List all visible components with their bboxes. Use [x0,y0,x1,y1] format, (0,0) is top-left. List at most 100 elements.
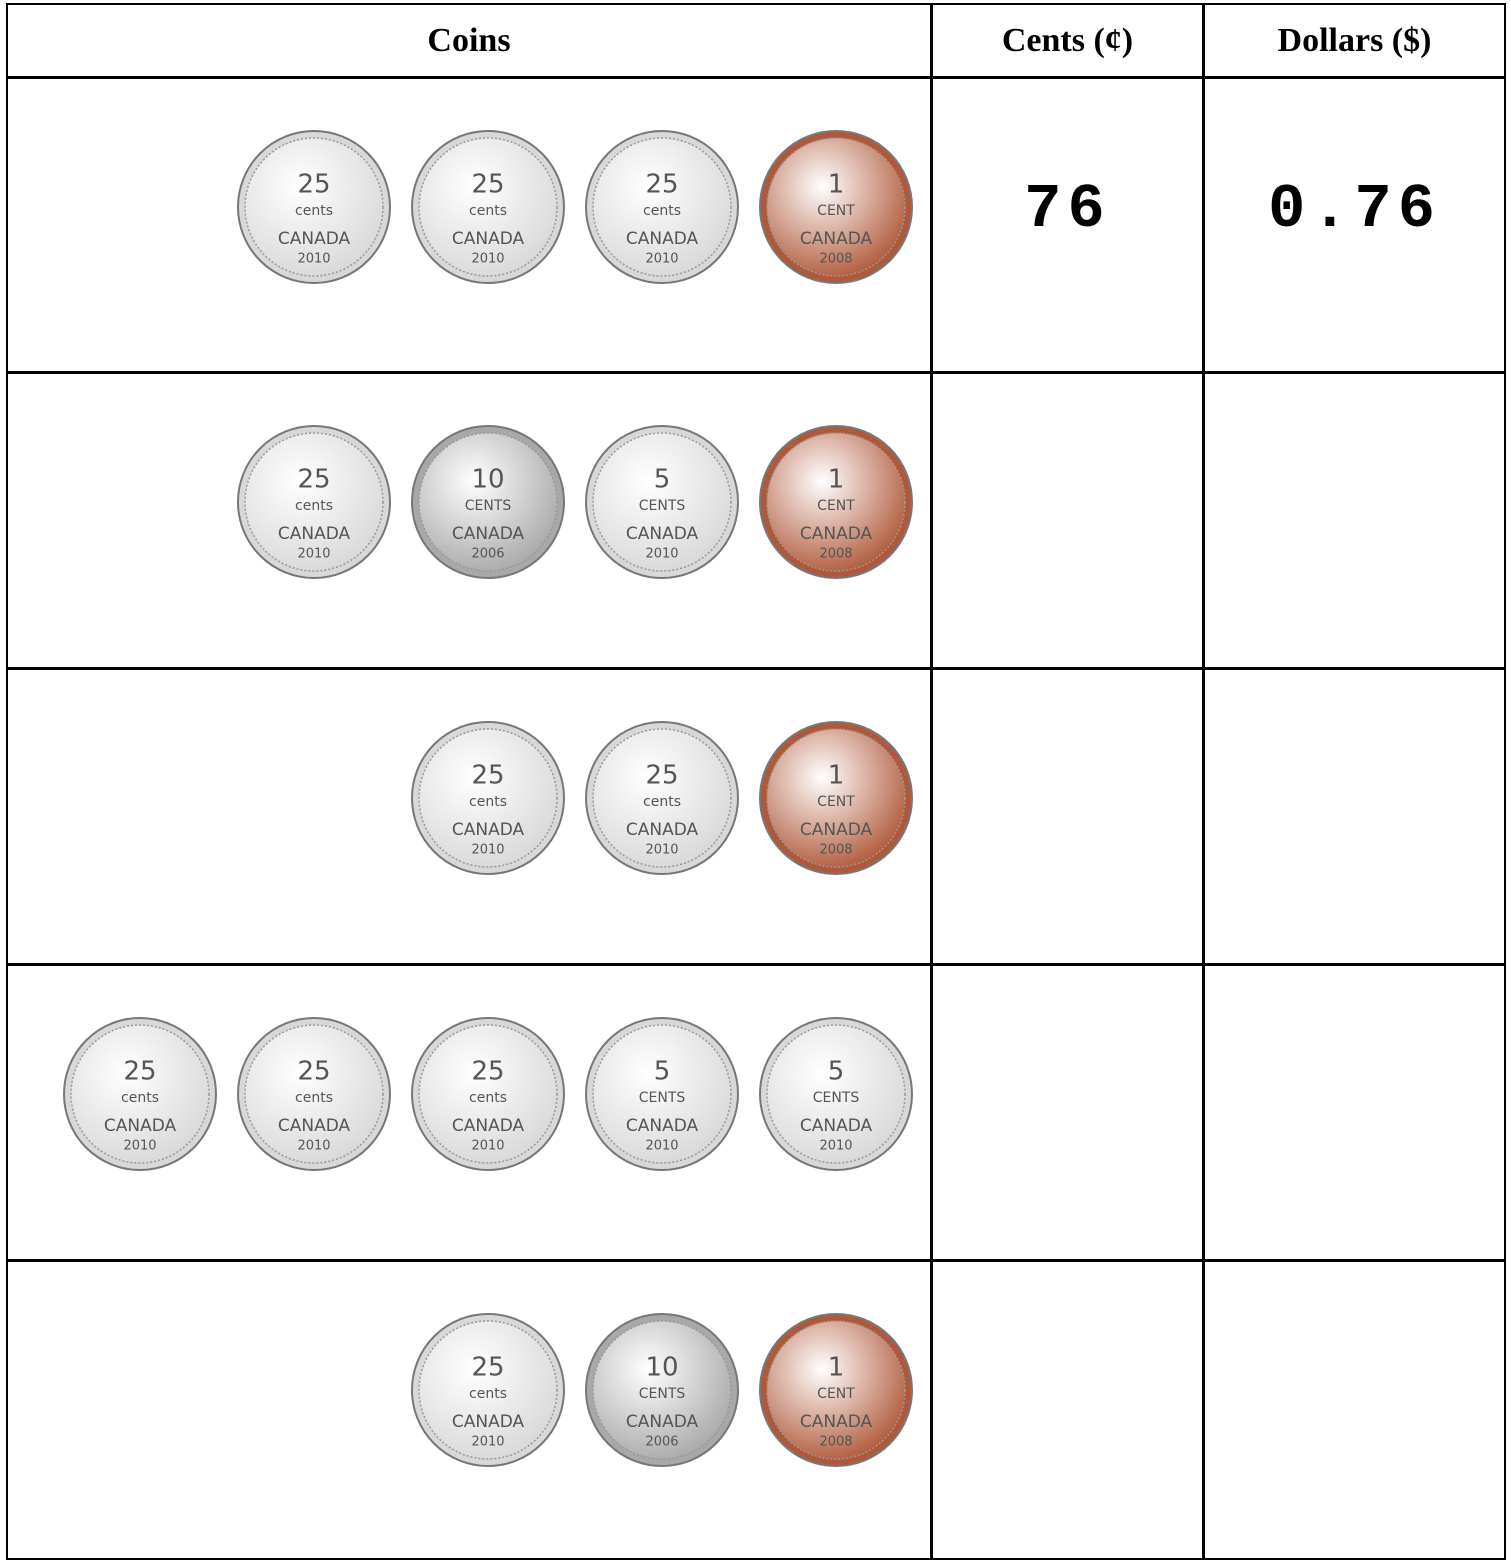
coins-cell: 25 cents CANADA 2010 25 cents CANADA 2010 25 cent… [6,77,932,373]
cents-cell: 76 [931,77,1204,373]
coin: 1 CENT CANADA 2008 [758,424,914,580]
coin: 1 CENT CANADA 2008 [758,129,914,285]
coin: 5 CENTS CANADA 2010 [584,424,740,580]
coin-denomination: 25 [645,170,678,200]
coin-year: 2010 [297,1139,330,1154]
coin-year: 2010 [645,1139,678,1154]
coin-country: CANADA [800,820,873,840]
coin-unit: CENT [817,794,855,810]
coin-denomination: 5 [654,1057,671,1087]
coin-country: CANADA [452,1412,525,1432]
coin-year: 2010 [819,1139,852,1154]
coin-unit: CENTS [639,498,686,514]
coin: 25centsCANADA2010 [584,720,740,876]
dollars-cell [1203,964,1506,1261]
coin-unit: cents [469,1090,507,1106]
coin-year: 2010 [471,252,504,267]
coin-year: 2010 [297,252,330,267]
coin-year: 2010 [645,547,678,562]
coin: 25centsCANADA2010 [62,1016,218,1172]
coin-unit: cents [295,203,333,219]
cents-cell [931,1260,1204,1560]
coin: 25 cents CANADA 2010 [410,1312,566,1468]
coin-denomination: 25 [297,170,330,200]
coin: 25 cents CANADA 2010 [410,720,566,876]
coin: 25centsCANADA2010 [584,129,740,285]
coin-unit: CENTS [465,498,512,514]
coin: 10 CENTS CANADA 2006 [584,1312,740,1468]
coin: 10CENTSCANADA2006 [410,424,566,580]
coin-country: CANADA [104,1116,177,1136]
coin-year: 2010 [471,843,504,858]
coin-year: 2010 [123,1139,156,1154]
coin-country: CANADA [278,1116,351,1136]
coin-denomination: 1 [828,170,845,200]
coin-denomination: 5 [828,1057,845,1087]
coin-year: 2010 [645,843,678,858]
coin-country: CANADA [800,1412,873,1432]
coin-unit: CENT [817,1386,855,1402]
coin-country: CANADA [626,820,699,840]
coin-country: CANADA [278,229,351,249]
coin-unit: cents [295,1090,333,1106]
dollars-cell [1203,668,1506,965]
coin-country: CANADA [626,524,699,544]
coin-country: CANADA [626,1412,699,1432]
coin-country: CANADA [626,1116,699,1136]
coin: 1 CENT CANADA 2008 [758,1312,914,1468]
coin: 25 cents CANADA 2010 [410,129,566,285]
coin-unit: CENTS [639,1386,686,1402]
coin-denomination: 5 [654,465,671,495]
coin-denomination: 25 [645,761,678,791]
coin-denomination: 25 [471,1057,504,1087]
coin-unit: cents [469,794,507,810]
coin-denomination: 10 [645,1353,678,1383]
column-header: Dollars ($) [1203,3,1506,78]
coin-denomination: 1 [828,1353,845,1383]
coin: 25 cents CANADA 2010 [236,129,392,285]
coin-denomination: 25 [471,170,504,200]
coin-denomination: 25 [297,1057,330,1087]
dollars-cell [1203,372,1506,669]
coin-denomination: 25 [471,1353,504,1383]
column-header: Coins [6,3,932,78]
coin-country: CANADA [452,229,525,249]
dollars-cell: 0.76 [1203,77,1506,373]
coin-denomination: 25 [297,465,330,495]
coins-cell: 25 cents CANADA 2010 10 CENTS CANADA 2006 1 CENT C… [6,1260,932,1560]
cents-cell [931,964,1204,1261]
coin-country: CANADA [452,820,525,840]
coin-unit: cents [469,203,507,219]
coin-unit: cents [643,203,681,219]
coin-denomination: 1 [828,761,845,791]
coin-year: 2010 [471,1435,504,1450]
cents-cell [931,668,1204,965]
coin-denomination: 25 [471,761,504,791]
coin-year: 2010 [471,1139,504,1154]
coin-unit: cents [469,1386,507,1402]
worksheet: CoinsCents (¢)Dollars ($) 25 cents CANADA 20… [0,0,1511,1553]
dollars-cell [1203,1260,1506,1560]
coin-denomination: 1 [828,465,845,495]
coin-country: CANADA [626,229,699,249]
coin-unit: cents [295,498,333,514]
coin-year: 2008 [819,547,852,562]
coin-country: CANADA [800,524,873,544]
coin-unit: CENTS [813,1090,860,1106]
coin-year: 2006 [471,547,504,562]
coin-unit: CENT [817,498,855,514]
coin-year: 2008 [819,252,852,267]
coin-year: 2008 [819,1435,852,1450]
column-header: Cents (¢) [931,3,1204,78]
coin-country: CANADA [800,229,873,249]
coin-unit: CENT [817,203,855,219]
coin-year: 2006 [645,1435,678,1450]
coin-country: CANADA [452,524,525,544]
